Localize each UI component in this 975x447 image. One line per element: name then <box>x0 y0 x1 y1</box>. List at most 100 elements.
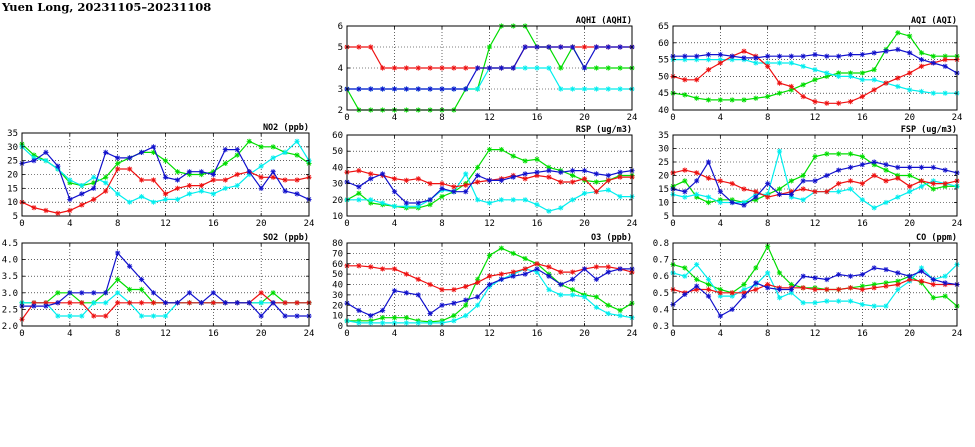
x-tick-label: 16 <box>532 329 543 339</box>
data-point <box>942 293 948 299</box>
data-point <box>162 191 169 197</box>
data-point <box>558 65 564 71</box>
data-point <box>847 285 854 291</box>
page-title: Yuen Long, 20231105–20231108 <box>2 0 212 14</box>
data-point <box>451 313 457 319</box>
data-point <box>439 287 445 293</box>
data-point <box>570 86 576 92</box>
data-point <box>593 304 599 310</box>
plot-title: SO2 (ppb) <box>263 233 309 243</box>
data-point <box>368 200 374 206</box>
chart-so2: 0 4 8 12 16 20 24 2.0 2.5 3.0 3.5 4.0 4.5 SO2 (ppb) <box>2 233 315 339</box>
data-point <box>836 70 842 76</box>
data-point <box>510 273 516 279</box>
data-point <box>895 83 901 90</box>
data-point <box>222 300 228 306</box>
data-point <box>558 292 564 298</box>
data-point <box>368 264 374 270</box>
data-point <box>258 313 264 319</box>
data-point <box>115 160 121 167</box>
data-point <box>43 303 49 309</box>
data-point <box>463 313 469 319</box>
data-point <box>127 300 133 306</box>
data-point <box>836 189 842 195</box>
data-point <box>174 300 181 306</box>
data-point <box>439 181 445 187</box>
data-point <box>546 65 552 71</box>
data-point <box>776 295 783 301</box>
data-point <box>605 187 611 193</box>
data-point <box>115 191 121 197</box>
data-point <box>439 86 445 92</box>
data-point <box>682 167 688 173</box>
data-point <box>162 300 169 306</box>
data-point <box>753 95 759 101</box>
data-point <box>475 279 481 286</box>
data-point <box>717 290 723 296</box>
data-point <box>705 293 712 299</box>
data-point <box>617 266 623 272</box>
data-point <box>234 171 240 178</box>
data-point <box>127 286 133 293</box>
data-point <box>871 205 877 211</box>
data-point <box>907 273 913 279</box>
data-point <box>380 307 386 314</box>
data-point <box>682 189 688 195</box>
data-point <box>942 181 948 187</box>
data-point <box>427 310 433 317</box>
data-point <box>103 174 109 180</box>
data-point <box>439 65 445 71</box>
data-point <box>174 185 181 191</box>
data-point <box>55 313 61 319</box>
data-point <box>741 55 747 61</box>
x-tick-label: 16 <box>532 113 543 123</box>
data-point <box>258 290 264 296</box>
data-point <box>753 191 759 197</box>
data-point <box>510 65 516 71</box>
data-point <box>246 169 252 175</box>
data-point <box>729 53 735 59</box>
data-point <box>103 149 109 155</box>
data-point <box>617 86 623 92</box>
data-point <box>150 300 157 306</box>
data-point <box>836 271 842 278</box>
data-point <box>570 44 576 50</box>
data-point <box>138 286 145 293</box>
data-point <box>871 265 877 271</box>
data-point <box>694 261 700 268</box>
data-point <box>391 176 398 182</box>
data-point <box>918 88 925 95</box>
data-point <box>222 147 228 153</box>
data-point <box>741 199 747 206</box>
data-point <box>907 183 913 189</box>
data-point <box>836 167 842 173</box>
data-point <box>871 87 877 93</box>
x-tick-label: 24 <box>952 113 963 123</box>
y-tick-label: 15 <box>7 184 18 194</box>
data-point <box>800 197 806 203</box>
data-point <box>31 303 37 309</box>
data-point <box>427 86 433 92</box>
data-point <box>451 300 457 306</box>
data-point <box>942 90 948 96</box>
data-point <box>605 44 611 50</box>
x-tick-label: 12 <box>810 219 821 229</box>
data-point <box>415 65 421 71</box>
data-point <box>883 178 889 184</box>
data-point <box>475 276 481 282</box>
data-point <box>907 172 913 179</box>
data-point <box>765 63 771 69</box>
data-point <box>570 179 576 185</box>
data-point <box>824 172 830 179</box>
data-point <box>138 177 145 183</box>
data-point <box>930 90 936 96</box>
data-point <box>67 300 73 306</box>
data-point <box>380 315 386 321</box>
data-point <box>918 178 925 184</box>
y-tick-label: 65 <box>658 22 669 32</box>
data-point <box>570 168 576 174</box>
data-point <box>475 179 481 185</box>
data-point <box>918 63 925 69</box>
x-tick-label: 20 <box>579 329 590 339</box>
y-tick-label: 10 <box>332 212 343 222</box>
